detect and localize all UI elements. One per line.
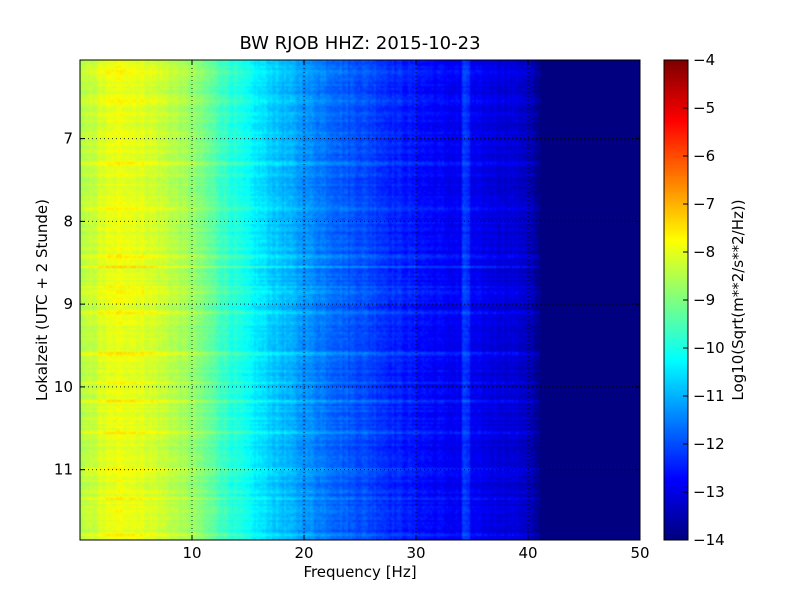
colorbar-tick-label: −7 — [693, 195, 715, 213]
y-tick-label: 9 — [63, 295, 73, 313]
x-axis-ticks: 10 20 30 40 50 — [182, 60, 650, 562]
colorbar-tick-label: −14 — [693, 531, 725, 549]
colorbar-tick-label: −8 — [693, 243, 715, 261]
colorbar-tick-label: −12 — [693, 435, 725, 453]
colorbar-tick-label: −9 — [693, 291, 715, 309]
colorbar-tick-label: −5 — [693, 99, 715, 117]
plot-frame — [79, 59, 641, 541]
colorbar-ticks: −4 −5 −6 −7 −8 −9 −10 −11 −12 −13 −14 — [683, 51, 725, 549]
x-tick-label: 10 — [182, 544, 201, 562]
y-tick-label: 7 — [63, 130, 73, 148]
colorbar-tick-label: −11 — [693, 387, 725, 405]
x-tick-label: 40 — [518, 544, 537, 562]
y-tick-label: 8 — [63, 212, 73, 230]
colorbar: −4 −5 −6 −7 −8 −9 −10 −11 −12 −13 −14 Log10(Sqrt(m… — [663, 51, 747, 549]
colorbar-tick-label: −10 — [693, 339, 725, 357]
colorbar-tick-label: −6 — [693, 147, 715, 165]
x-tick-label: 20 — [294, 544, 313, 562]
x-tick-label: 30 — [406, 544, 425, 562]
colorbar-tick-label: −13 — [693, 483, 725, 501]
y-tick-label: 11 — [54, 461, 73, 479]
chart-title: BW RJOB HHZ: 2015-10-23 — [239, 33, 480, 54]
y-tick-label: 10 — [54, 378, 73, 396]
colorbar-tick-label: −4 — [693, 51, 715, 69]
grid-lines — [80, 60, 640, 540]
heatmap-plot — [80, 60, 640, 540]
spectrogram-heatmap — [80, 60, 640, 540]
x-axis-label: Frequency [Hz] — [303, 563, 416, 581]
x-tick-label: 50 — [630, 544, 649, 562]
y-axis-label: Lokalzeit (UTC + 2 Stunde) — [33, 199, 51, 401]
y-axis-ticks: 7 8 9 10 11 — [54, 130, 640, 479]
colorbar-label: Log10(Sqrt(m**2/s**2/Hz)) — [729, 199, 747, 400]
